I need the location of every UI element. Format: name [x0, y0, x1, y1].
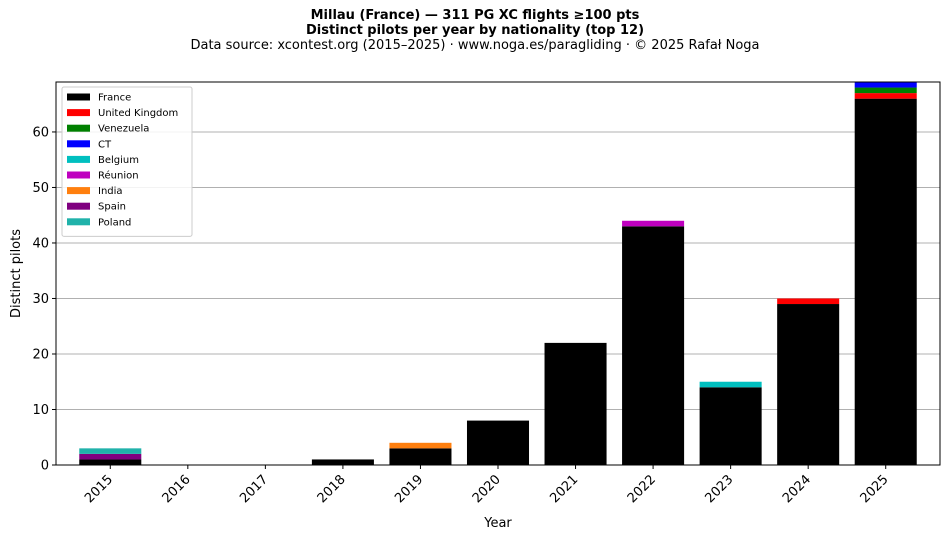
bar-segment — [79, 459, 142, 465]
legend-swatch — [67, 93, 90, 101]
x-tick-label: 2017 — [237, 472, 271, 506]
bar-segment — [622, 226, 685, 465]
legend-label: Belgium — [98, 155, 139, 166]
bar-segment — [854, 82, 917, 88]
y-tick-label: 50 — [32, 181, 49, 196]
y-axis: 0 10 20 30 40 50 60 — [32, 125, 56, 474]
x-tick-label: 2022 — [625, 472, 659, 506]
bar-segment — [777, 304, 840, 465]
legend-label: United Kingdom — [98, 108, 178, 119]
y-tick-label: 10 — [32, 403, 49, 418]
y-tick-label: 30 — [32, 292, 49, 307]
x-tick-label: 2018 — [315, 472, 349, 506]
chart-title: Millau (France) — 311 PG XC flights ≥100… — [310, 8, 640, 23]
x-tick-label: 2024 — [780, 472, 814, 506]
chart-title-line2: Distinct pilots per year by nationality … — [305, 23, 645, 38]
legend-label: Réunion — [98, 170, 139, 182]
bar-segment — [622, 220, 685, 227]
x-tick-label: 2015 — [82, 472, 116, 506]
bar-segment — [389, 448, 452, 465]
legend-swatch — [67, 140, 90, 148]
legend-box — [61, 86, 193, 237]
grid-lines — [56, 131, 940, 410]
legend-label: Venezuela — [98, 124, 149, 135]
bars — [79, 82, 917, 466]
chart-titles: Millau (France) — 311 PG XC flights ≥100… — [0, 8, 950, 54]
bar-segment — [699, 381, 762, 388]
bar-segment — [311, 459, 374, 465]
bar-segment — [854, 98, 917, 466]
bar-segment — [389, 442, 452, 449]
legend-swatch — [67, 171, 90, 179]
legend-label: France — [98, 93, 131, 104]
legend: France United Kingdom Venezuela CT Belgium Ré… — [61, 86, 193, 237]
legend-label: CT — [98, 139, 112, 150]
x-tick-label: 2025 — [858, 472, 892, 506]
legend-swatch — [67, 109, 90, 117]
y-axis-label: Distinct pilots — [9, 229, 24, 318]
legend-swatch — [67, 187, 90, 195]
legend-swatch — [67, 155, 90, 163]
x-tick-label: 2020 — [470, 472, 504, 506]
bar-segment — [79, 453, 142, 460]
legend-swatch — [67, 202, 90, 210]
legend-swatch — [67, 218, 90, 226]
x-axis-label: Year — [483, 516, 512, 531]
legend-label: Poland — [98, 217, 131, 228]
x-tick-label: 2016 — [160, 472, 194, 506]
y-tick-label: 0 — [41, 459, 49, 474]
bar-segment — [544, 342, 607, 465]
bar-segment — [79, 448, 142, 454]
x-tick-label: 2019 — [392, 472, 426, 506]
x-tick-label: 2023 — [702, 472, 736, 506]
bar-segment — [699, 387, 762, 465]
bar-segment — [466, 420, 530, 465]
x-axis: 2015 2016 2017 2018 2019 2020 2021 2022 2023 2024… — [82, 465, 892, 506]
legend-swatch — [67, 124, 90, 132]
bar-segment — [854, 93, 917, 99]
chart-subtitle: Data source: xcontest.org (2015–2025) · … — [190, 38, 760, 53]
legend-label: India — [98, 186, 123, 197]
bar-segment — [854, 87, 917, 94]
legend-label: Spain — [98, 202, 126, 213]
y-tick-label: 40 — [32, 236, 49, 251]
y-tick-label: 20 — [32, 347, 49, 362]
x-tick-label: 2021 — [547, 472, 581, 506]
bar-segment — [777, 298, 840, 305]
y-tick-label: 60 — [32, 125, 49, 140]
